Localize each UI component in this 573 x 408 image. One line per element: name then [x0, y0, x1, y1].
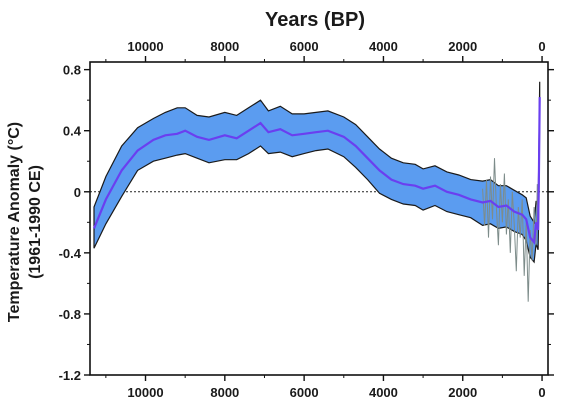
x-tick-label-top: 2000 — [448, 39, 477, 54]
chart-title: Years (BP) — [265, 9, 365, 31]
x-tick-label-bottom: 8000 — [210, 385, 239, 400]
x-tick-label-top: 4000 — [369, 39, 398, 54]
x-tick-label-top: 8000 — [210, 39, 239, 54]
y-tick-label: 0.8 — [63, 63, 81, 78]
y-tick-label: 0 — [74, 185, 81, 200]
y-tick-label: -0.4 — [59, 246, 82, 261]
y-axis-label-line-1: Temperature Anomaly (°C) — [6, 122, 23, 322]
x-tick-label-bottom: 6000 — [290, 385, 319, 400]
x-tick-label-bottom: 10000 — [127, 385, 163, 400]
x-tick-label-bottom: 2000 — [448, 385, 477, 400]
y-tick-label: 0.4 — [63, 124, 82, 139]
plot-area: 10000 10000 8000 8000 6000 6000 4000 4000 2000 20… — [59, 39, 554, 400]
plot-frame — [89, 61, 549, 376]
uncertainty-band — [93, 81, 541, 264]
series-line-1 — [92, 97, 541, 245]
x-tick-label-top: 0 — [538, 39, 545, 54]
y-tick-label: -1.2 — [59, 368, 81, 383]
y-axis-label: Temperature Anomaly (°C) (1961-1990 CE) — [6, 122, 44, 322]
x-tick-label-bottom: 4000 — [369, 385, 398, 400]
x-tick-label-bottom: 0 — [538, 385, 545, 400]
y-axis-label-line-2: (1961-1990 CE) — [27, 165, 44, 279]
x-tick-label-top: 6000 — [290, 39, 319, 54]
x-tick-label-top: 10000 — [127, 39, 163, 54]
y-tick-label: -0.8 — [59, 307, 81, 322]
